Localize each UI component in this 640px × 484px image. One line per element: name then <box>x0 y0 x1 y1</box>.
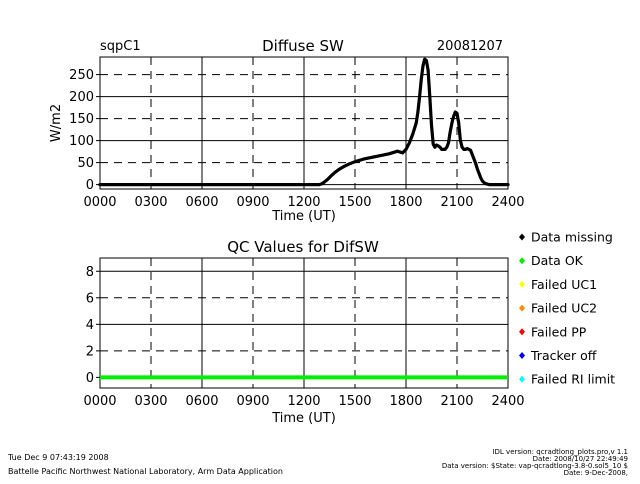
date-label: 20081207 <box>437 39 503 54</box>
x-tick-label: 2400 <box>491 394 524 409</box>
footer-data-version: Data version: $State: vap-qcradtlong-3.8… <box>442 462 628 470</box>
legend-marker-diamond-icon <box>519 375 525 383</box>
qc-legend: Data missing Data OK Failed UC1 Failed UC2 F… <box>519 230 615 387</box>
x-tick-label: 0300 <box>134 394 167 409</box>
bottom-y-tick-labels: 0 2 4 6 8 <box>86 265 94 386</box>
footer-timestamp: Tue Dec 9 07:43:19 2008 <box>7 453 109 462</box>
legend-label: Failed PP <box>531 324 587 339</box>
y-tick-label: 150 <box>69 112 94 127</box>
bottom-grid <box>96 258 508 388</box>
y-tick-label: 0 <box>86 178 94 193</box>
footer-lab: Battelle Pacific Northwest National Labo… <box>8 467 283 476</box>
bottom-x-axis-label: Time (UT) <box>271 411 336 426</box>
legend-label: Failed RI limit <box>531 372 615 387</box>
x-tick-label: 1800 <box>389 394 422 409</box>
top-chart-title: Diffuse SW <box>262 37 344 55</box>
legend-label: Failed UC2 <box>531 301 597 316</box>
top-data-series <box>98 57 510 187</box>
y-tick-label: 50 <box>77 156 94 171</box>
site-label: sqpC1 <box>100 39 141 54</box>
legend-label: Failed UC1 <box>531 277 597 292</box>
x-tick-label: 0000 <box>83 394 116 409</box>
footer-data-date: Date: 9-Dec-2008, <box>564 469 628 477</box>
y-tick-label: 100 <box>69 134 94 149</box>
legend-marker-diamond-icon <box>519 352 525 359</box>
legend-marker-diamond-icon <box>519 233 525 241</box>
y-tick-label: 0 <box>86 371 94 386</box>
y-tick-label: 6 <box>86 291 94 306</box>
legend-marker-diamond-icon <box>519 304 525 312</box>
footer-idl-date: Date: 2008/10/27 22:49:49 <box>533 455 628 463</box>
x-tick-label: 0900 <box>236 394 269 409</box>
x-tick-label: 1200 <box>287 195 320 210</box>
x-tick-label: 0600 <box>185 195 218 210</box>
legend-label: Data OK <box>531 253 584 268</box>
top-plot-frame <box>99 56 509 190</box>
x-tick-label: 0000 <box>83 195 116 210</box>
legend-marker-diamond-icon <box>519 328 525 336</box>
legend-label: Tracker off <box>530 348 597 363</box>
x-tick-label: 1500 <box>338 394 371 409</box>
bottom-plot-frame <box>99 257 509 389</box>
x-tick-label: 0300 <box>134 195 167 210</box>
y-tick-label: 2 <box>86 344 94 359</box>
y-tick-label: 200 <box>69 90 94 105</box>
y-tick-label: 4 <box>86 318 94 333</box>
diffuse-sw-series-line <box>98 57 510 187</box>
top-grid <box>96 57 508 189</box>
y-tick-label: 250 <box>69 68 94 83</box>
legend-label: Data missing <box>531 230 613 245</box>
top-y-tick-labels: 0 50 100 150 200 250 <box>69 68 94 193</box>
bottom-x-tick-labels: 0000 0300 0600 0900 1200 1500 1800 2100 2400 <box>83 394 524 409</box>
top-x-axis-label: Time (UT) <box>271 209 336 224</box>
footer-idl-version: IDL version: qcradtlong_plots.pro,v 1.1 <box>492 448 628 456</box>
legend-marker-diamond-icon <box>519 280 525 288</box>
x-tick-label: 2100 <box>440 394 473 409</box>
x-tick-label: 1500 <box>338 195 371 210</box>
x-tick-label: 1200 <box>287 394 320 409</box>
x-tick-label: 1800 <box>389 195 422 210</box>
x-tick-label: 2100 <box>440 195 473 210</box>
x-tick-label: 0600 <box>185 394 218 409</box>
legend-marker-diamond-icon <box>519 257 525 265</box>
bottom-chart-title: QC Values for DifSW <box>227 238 379 256</box>
top-y-axis-label: W/m2 <box>49 104 64 142</box>
y-tick-label: 8 <box>86 265 94 280</box>
x-tick-label: 2400 <box>491 195 524 210</box>
top-x-tick-labels: 0000 0300 0600 0900 1200 1500 1800 2100 2400 <box>83 195 524 210</box>
x-tick-label: 0900 <box>236 195 269 210</box>
